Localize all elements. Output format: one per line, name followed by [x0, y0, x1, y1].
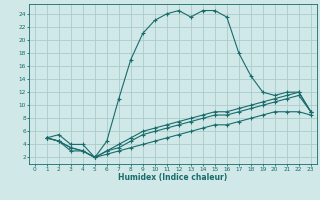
X-axis label: Humidex (Indice chaleur): Humidex (Indice chaleur)	[118, 173, 228, 182]
